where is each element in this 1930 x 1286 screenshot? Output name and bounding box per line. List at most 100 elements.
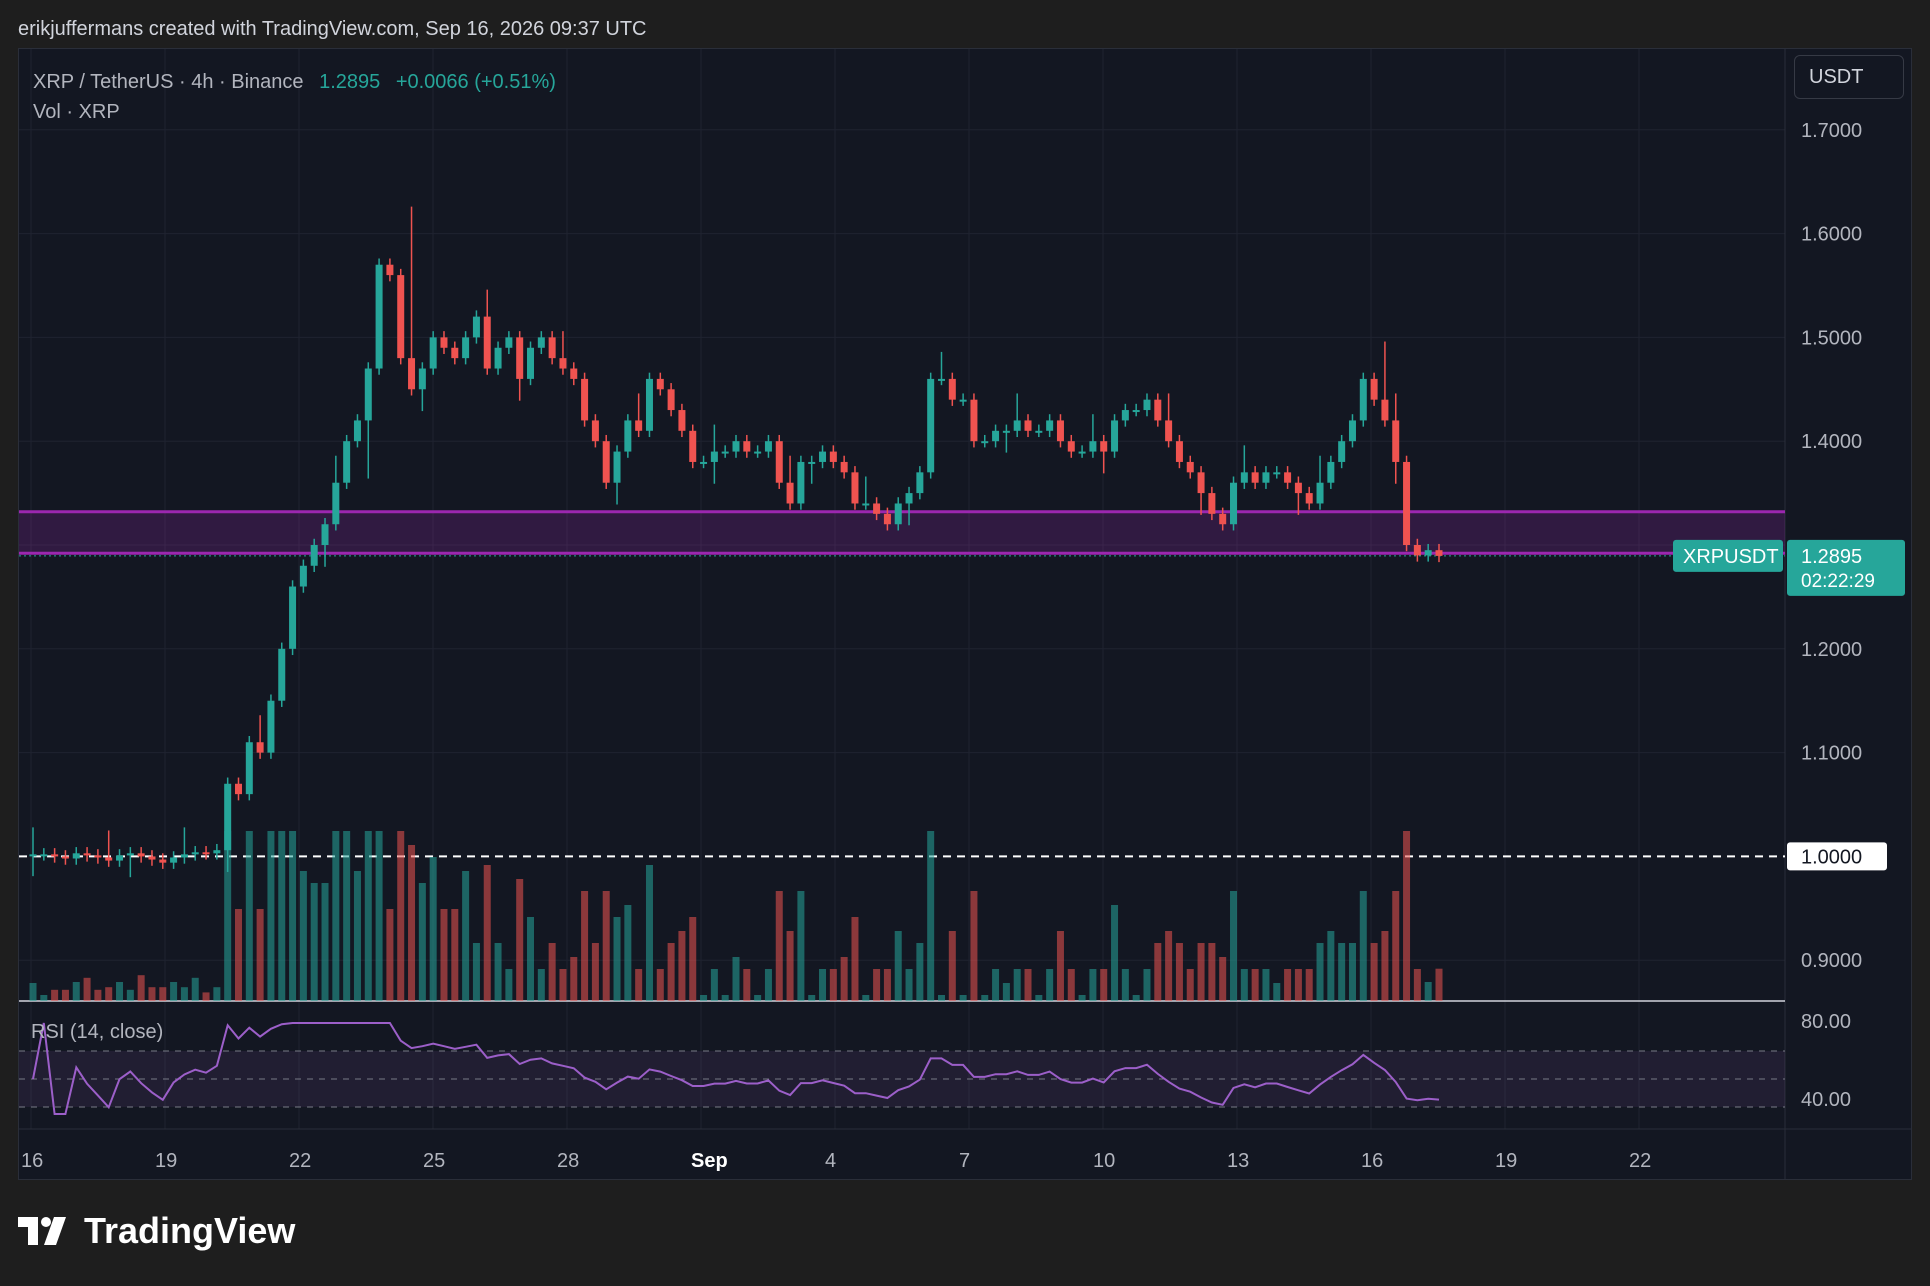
price-tick-label: 1.1000	[1801, 743, 1862, 765]
chart-attribution: erikjuffermans created with TradingView.…	[18, 18, 647, 40]
candle-body	[278, 648, 286, 701]
volume-bar	[678, 931, 686, 1001]
volume-bar	[1381, 931, 1389, 1001]
volume-bar	[656, 969, 664, 1001]
candle-body	[418, 368, 426, 390]
volume-bar	[494, 943, 502, 1001]
candle-body	[591, 420, 599, 442]
volume-bar	[1067, 969, 1075, 1001]
volume-bar	[819, 969, 827, 1001]
candle-body	[656, 378, 664, 390]
time-tick-label: Sep	[691, 1150, 728, 1172]
volume-bar	[775, 891, 783, 1001]
currency-selector[interactable]: USDT	[1794, 55, 1904, 99]
volume-bar	[873, 969, 881, 1001]
candle-body	[494, 347, 502, 369]
candle-body	[375, 264, 383, 369]
symbol-tag	[1673, 539, 1783, 572]
candle-body	[754, 451, 762, 454]
time-tick-label: 16	[1361, 1150, 1383, 1172]
candle-body	[1359, 378, 1367, 421]
chart-frame[interactable]: 1.7000 1.6000 1.5000 1.4000 1.2000 1.1000 0.90…	[18, 48, 1912, 1180]
volume-bar	[429, 857, 437, 1001]
candle-body	[148, 856, 156, 860]
volume-bar	[483, 865, 491, 1001]
candle-body	[764, 441, 772, 452]
rsi-band	[19, 1051, 1785, 1107]
candle-body	[948, 378, 956, 400]
candle-body	[916, 472, 924, 494]
volume-bar	[624, 905, 632, 1001]
candle-body	[126, 853, 134, 856]
volume-bar	[505, 969, 513, 1001]
candle-body	[289, 586, 297, 649]
volume-bar	[613, 917, 621, 1001]
candle-body	[862, 503, 870, 506]
volume-bar	[743, 969, 751, 1001]
candle-body	[1197, 472, 1205, 494]
candle-body	[440, 337, 448, 348]
candle-body	[1294, 482, 1302, 494]
candlestick-chart[interactable]: 1.7000 1.6000 1.5000 1.4000 1.2000 1.1000 0.90…	[19, 49, 1911, 1179]
candle-body	[105, 857, 113, 861]
candle-body	[559, 358, 567, 369]
candle-body	[927, 378, 935, 473]
candle-body	[83, 853, 91, 856]
candle-body	[224, 783, 232, 851]
time-tick-label: 22	[289, 1150, 311, 1172]
candle-body	[397, 275, 405, 359]
candle-body	[505, 337, 513, 348]
volume-bar	[1435, 968, 1443, 1001]
volume-bar	[256, 909, 264, 1001]
volume-bar	[1240, 969, 1248, 1001]
candle-body	[202, 852, 210, 855]
candle-body	[1348, 420, 1356, 442]
candle-body	[829, 451, 837, 462]
volume-bar	[764, 969, 772, 1001]
price-tick-label: 1.5000	[1801, 327, 1862, 349]
volume-bar	[570, 957, 578, 1001]
time-tick-label: 25	[423, 1150, 445, 1172]
grid-lines	[19, 49, 1785, 1129]
candle-body	[472, 316, 480, 338]
dashed-level-tag	[1787, 842, 1887, 871]
volume-bar	[797, 891, 805, 1001]
volume-bar	[710, 969, 718, 1001]
volume-bar	[1403, 831, 1411, 1001]
symbol-label[interactable]: XRP / TetherUS · 4h · Binance	[33, 71, 304, 93]
volume-bar	[472, 943, 480, 1001]
candle-body	[1154, 399, 1162, 421]
candle-body	[602, 441, 610, 483]
candle-body	[451, 347, 459, 359]
tradingview-logo[interactable]: TradingView	[18, 1210, 295, 1252]
rsi-tick-label: 80.00	[1801, 1011, 1851, 1033]
volume-bar	[559, 969, 567, 1001]
candle-body	[959, 399, 967, 402]
candle-body	[1089, 441, 1097, 452]
volume-bar	[1219, 957, 1227, 1001]
candle-body	[1121, 410, 1129, 421]
volume-bar	[1013, 969, 1021, 1001]
candles	[29, 206, 1443, 878]
rsi-label[interactable]: RSI (14, close)	[31, 1021, 164, 1043]
volume-bar	[1175, 943, 1183, 1001]
volume-bar	[1035, 995, 1043, 1001]
candle-body	[1186, 461, 1194, 473]
candle-body	[1100, 441, 1108, 452]
candle-body	[937, 378, 945, 381]
volume-bar	[1089, 969, 1097, 1001]
candle-body	[1035, 430, 1043, 433]
volume-bar	[418, 883, 426, 1001]
volume-bar	[1284, 969, 1292, 1001]
volume-bar	[94, 989, 102, 1001]
candle-body	[386, 264, 394, 276]
volume-bar	[310, 883, 318, 1001]
candle-body	[1305, 493, 1313, 504]
candle-body	[840, 461, 848, 473]
candle-body	[1435, 550, 1443, 556]
candle-body	[234, 783, 242, 795]
volume-bar	[1251, 969, 1259, 1001]
candle-body	[1046, 420, 1054, 431]
candle-body	[191, 852, 199, 855]
volume-label[interactable]: Vol · XRP	[33, 101, 120, 123]
